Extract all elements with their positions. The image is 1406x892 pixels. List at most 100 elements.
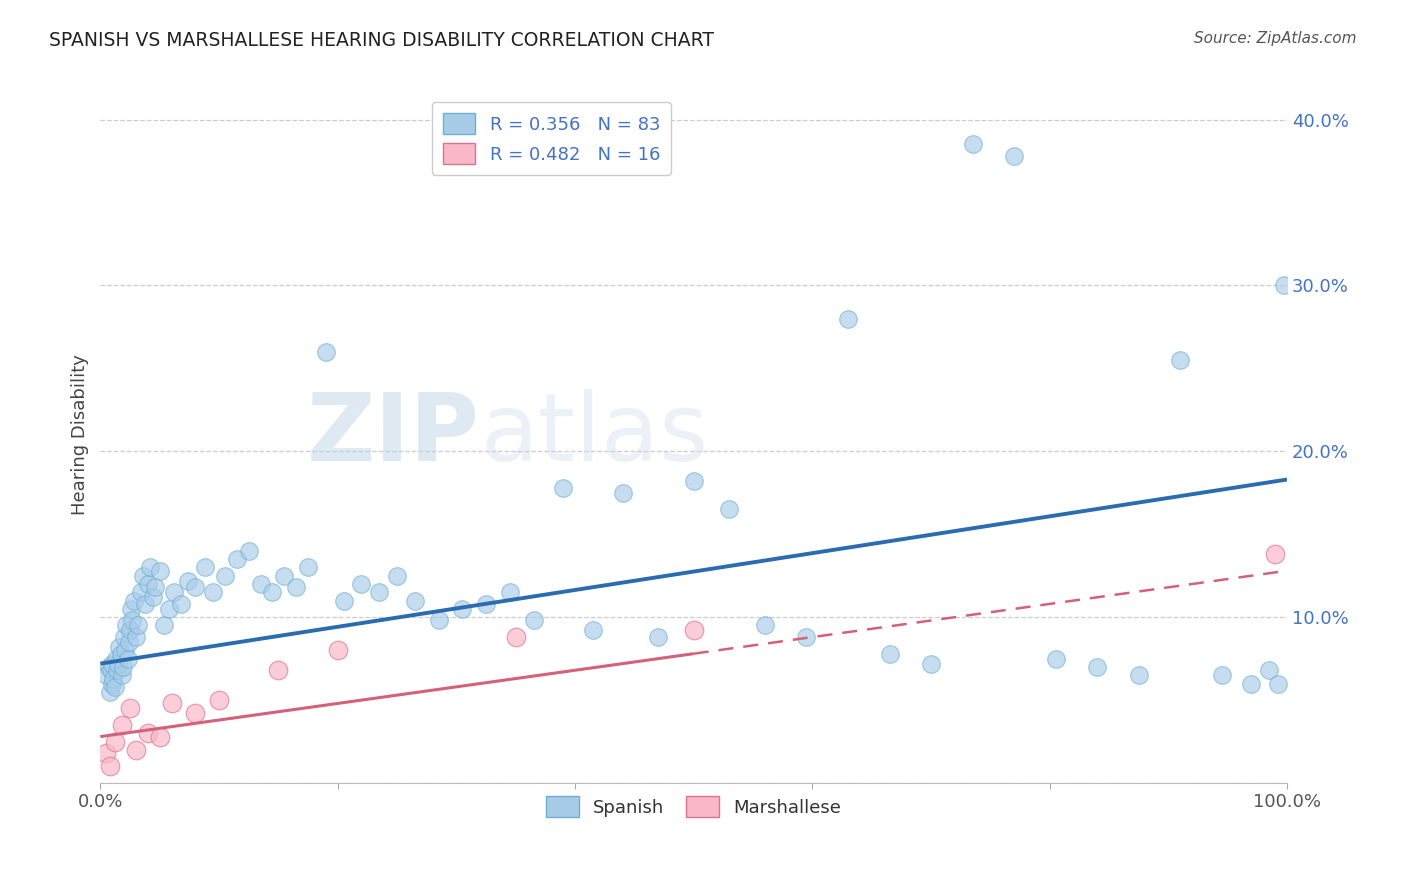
Point <box>139 560 162 574</box>
Point <box>1085 660 1108 674</box>
Point <box>120 602 142 616</box>
Point <box>249 577 271 591</box>
Point <box>1211 668 1233 682</box>
Point <box>332 593 354 607</box>
Point <box>920 657 942 671</box>
Point <box>110 647 132 661</box>
Point <box>111 718 134 732</box>
Point <box>194 560 217 574</box>
Point <box>118 624 141 638</box>
Point <box>1258 663 1281 677</box>
Point <box>97 660 120 674</box>
Point <box>132 568 155 582</box>
Point <box>136 726 159 740</box>
Point <box>1240 676 1263 690</box>
Point <box>118 701 141 715</box>
Point <box>1267 676 1289 690</box>
Point <box>682 624 704 638</box>
Point <box>127 618 149 632</box>
Point <box>136 577 159 591</box>
Point <box>612 485 634 500</box>
Point <box>202 585 225 599</box>
Point <box>499 585 522 599</box>
Point <box>273 568 295 582</box>
Point <box>718 502 741 516</box>
Point <box>427 614 450 628</box>
Point <box>315 344 337 359</box>
Point <box>143 580 166 594</box>
Point <box>837 311 859 326</box>
Point <box>153 618 176 632</box>
Point <box>134 597 156 611</box>
Point <box>125 630 148 644</box>
Point <box>796 630 818 644</box>
Point <box>98 759 121 773</box>
Point <box>129 585 152 599</box>
Point <box>208 693 231 707</box>
Point <box>149 730 172 744</box>
Point <box>451 602 474 616</box>
Point <box>157 602 180 616</box>
Point <box>1168 353 1191 368</box>
Point <box>98 685 121 699</box>
Point <box>682 474 704 488</box>
Point <box>104 651 127 665</box>
Point <box>177 574 200 588</box>
Text: Source: ZipAtlas.com: Source: ZipAtlas.com <box>1194 31 1357 46</box>
Point <box>1128 668 1150 682</box>
Point <box>114 643 136 657</box>
Point <box>262 585 284 599</box>
Point <box>101 657 124 671</box>
Point <box>1002 149 1025 163</box>
Point <box>96 668 118 682</box>
Point <box>962 137 984 152</box>
Point <box>297 560 319 574</box>
Point <box>111 668 134 682</box>
Point <box>326 643 349 657</box>
Point <box>108 640 131 654</box>
Point <box>104 734 127 748</box>
Point <box>350 577 373 591</box>
Point <box>505 630 527 644</box>
Point <box>385 568 408 582</box>
Point <box>184 706 207 721</box>
Point <box>368 585 391 599</box>
Point <box>553 481 575 495</box>
Point <box>117 651 139 665</box>
Point <box>582 624 605 638</box>
Point <box>115 618 138 632</box>
Point <box>404 593 426 607</box>
Point <box>475 597 498 611</box>
Point <box>107 657 129 671</box>
Point <box>170 597 193 611</box>
Point <box>647 630 669 644</box>
Point <box>122 593 145 607</box>
Point <box>103 672 125 686</box>
Point <box>267 663 290 677</box>
Point <box>160 697 183 711</box>
Point <box>112 630 135 644</box>
Text: atlas: atlas <box>479 389 709 481</box>
Point <box>149 564 172 578</box>
Point <box>1045 651 1067 665</box>
Point <box>121 614 143 628</box>
Text: ZIP: ZIP <box>308 389 479 481</box>
Point <box>101 676 124 690</box>
Point <box>105 663 128 677</box>
Point <box>118 635 141 649</box>
Y-axis label: Hearing Disability: Hearing Disability <box>72 354 89 516</box>
Point <box>522 614 544 628</box>
Point <box>163 585 186 599</box>
Legend: Spanish, Marshallese: Spanish, Marshallese <box>538 789 848 824</box>
Point <box>285 580 308 594</box>
Point <box>214 568 236 582</box>
Point <box>238 544 260 558</box>
Point <box>1264 547 1286 561</box>
Point <box>225 552 247 566</box>
Point <box>104 680 127 694</box>
Point <box>111 660 134 674</box>
Point <box>100 663 122 677</box>
Point <box>125 743 148 757</box>
Point <box>879 647 901 661</box>
Point <box>142 591 165 605</box>
